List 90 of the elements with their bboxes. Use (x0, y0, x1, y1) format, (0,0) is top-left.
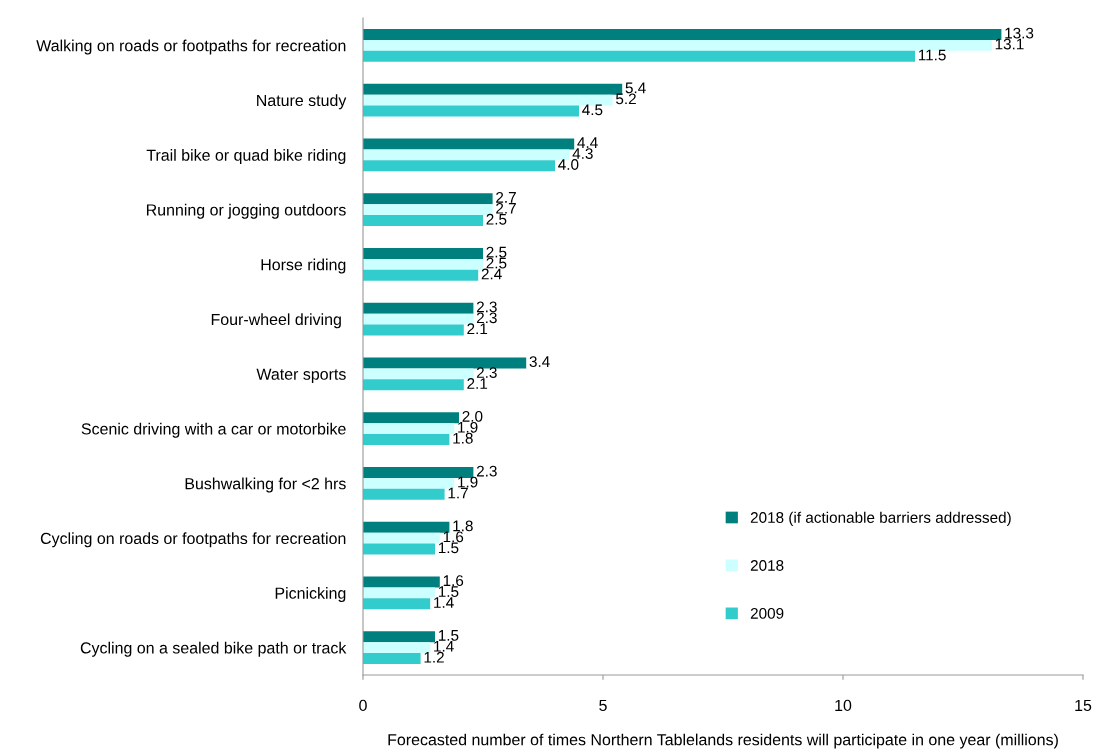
data-label: 3.4 (529, 356, 550, 368)
data-label: 2.5 (486, 246, 507, 258)
bar (363, 368, 474, 380)
y-tick-label: Picnicking (275, 587, 346, 602)
y-tick-label: Trail bike or quad bike riding (146, 149, 346, 164)
bar (363, 94, 613, 106)
y-tick-label: Horse riding (261, 258, 346, 274)
legend-label: 2009 (750, 607, 784, 619)
data-label: 1.8 (453, 432, 473, 444)
data-label: 2.5 (486, 213, 507, 225)
bar (363, 138, 575, 150)
bar (363, 653, 421, 665)
data-label: 2.7 (496, 202, 516, 214)
bar (363, 434, 450, 446)
data-label: 1.9 (458, 421, 478, 433)
data-label: 1.8 (453, 520, 473, 532)
bar (363, 423, 455, 435)
y-tick-label: Four-wheel driving (211, 313, 341, 329)
bar (363, 269, 479, 281)
x-tick-label: 15 (1075, 699, 1092, 712)
x-axis-title: Forecasted number of times Northern Tablelands residents will participate in one year (millions) (388, 733, 1058, 749)
y-tick-label: Water sports (256, 368, 346, 383)
bar (363, 598, 431, 610)
data-label: 2.7 (496, 191, 516, 203)
data-label: 1.4 (434, 641, 454, 652)
data-label: 1.5 (438, 542, 459, 554)
x-tick-label: 10 (835, 699, 852, 712)
bar (363, 160, 555, 172)
bar (363, 357, 527, 369)
data-label: 1.5 (438, 630, 459, 641)
data-label: 4.3 (572, 148, 593, 159)
bar (363, 488, 445, 500)
data-label: 5.2 (615, 93, 636, 105)
bar (363, 379, 464, 391)
data-label: 1.6 (443, 575, 464, 587)
data-label: 1.4 (434, 597, 454, 608)
bar (363, 543, 435, 555)
data-label: 2.1 (467, 378, 488, 389)
x-tick-label: 5 (599, 699, 607, 712)
data-label: 4.4 (577, 137, 598, 148)
bar (363, 193, 493, 205)
bar (363, 412, 459, 424)
bar (363, 105, 579, 117)
data-label: 13.1 (995, 38, 1024, 50)
y-tick-label: Cycling on roads or footpaths for recreation (40, 532, 346, 548)
bar (363, 521, 450, 533)
data-label: 2.3 (476, 465, 497, 477)
bar (363, 532, 440, 544)
legend-label: 2018 (750, 560, 784, 571)
bar (363, 28, 1002, 40)
data-label: 2.4 (481, 268, 502, 280)
y-tick-label: Scenic driving with a car or motorbike (81, 422, 346, 438)
data-label: 2.1 (467, 323, 488, 335)
data-label: 5.4 (625, 82, 646, 94)
bar (363, 313, 474, 325)
bar (363, 149, 570, 161)
bar (363, 302, 474, 314)
data-label: 13.3 (1005, 27, 1034, 39)
bar (363, 477, 455, 489)
bar (363, 215, 483, 227)
x-tick-label: 0 (359, 699, 367, 712)
y-tick-label: Nature study (257, 94, 347, 110)
bar (363, 39, 992, 51)
bar (363, 247, 483, 259)
y-tick-label: Bushwalking for <2 hrs (185, 477, 346, 493)
data-label: 2.5 (486, 257, 507, 269)
data-label: 1.7 (448, 487, 468, 499)
data-label: 1.2 (424, 651, 444, 663)
bar (363, 83, 623, 95)
data-label: 2.0 (462, 410, 483, 422)
bar (363, 324, 464, 336)
data-label: 1.6 (443, 531, 464, 543)
data-label: 2.3 (476, 301, 497, 313)
y-tick-label: Walking on roads or footpaths for recreation (36, 39, 346, 55)
legend-label: 2018 (if actionable barriers addressed) (750, 511, 1011, 526)
bar (363, 587, 435, 599)
y-tick-label: Running or jogging outdoors (146, 203, 346, 219)
data-label: 11.5 (918, 49, 946, 61)
data-label: 2.3 (476, 367, 497, 378)
data-label: 1.5 (438, 586, 459, 597)
bar (363, 466, 474, 478)
y-tick-label: Cycling on a sealed bike path or track (80, 641, 347, 657)
bar (363, 631, 435, 643)
data-label: 2.3 (476, 312, 497, 324)
bar (363, 576, 440, 588)
bar (363, 50, 915, 62)
bar (363, 258, 483, 270)
data-label: 1.9 (458, 476, 478, 488)
data-label: 4.0 (558, 159, 579, 170)
data-label: 4.5 (582, 104, 603, 116)
